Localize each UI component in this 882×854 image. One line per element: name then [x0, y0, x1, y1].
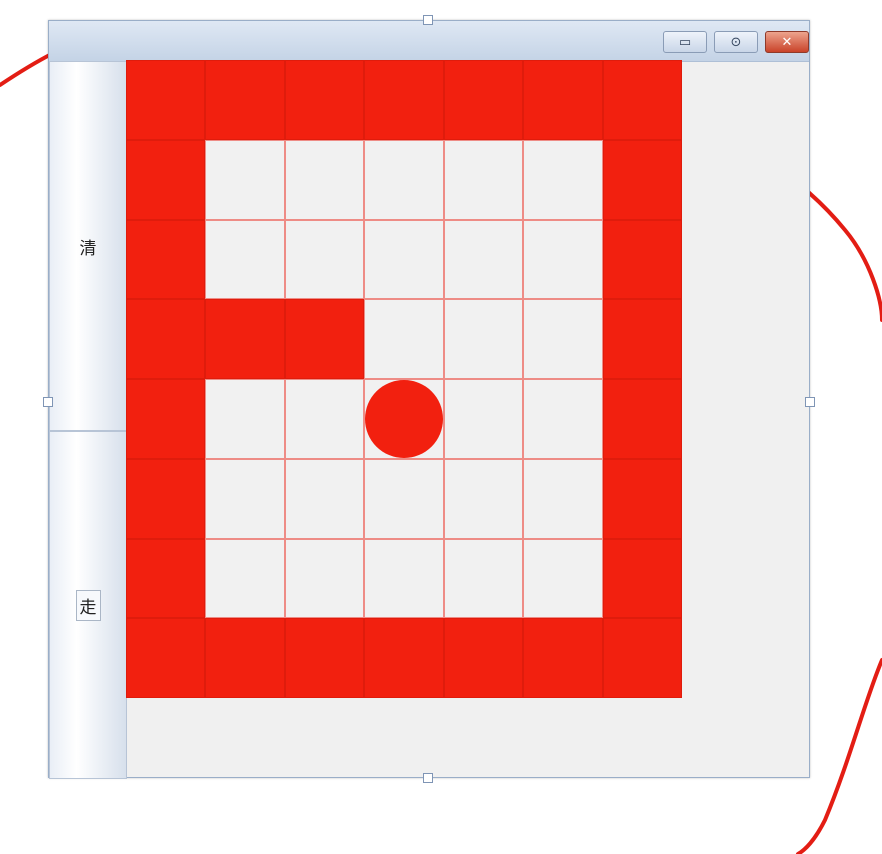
- open-cell[interactable]: [205, 139, 285, 220]
- wall-cell[interactable]: [126, 299, 206, 379]
- wall-cell[interactable]: [523, 618, 603, 698]
- open-cell[interactable]: [205, 538, 285, 619]
- wall-cell[interactable]: [126, 618, 206, 698]
- open-cell[interactable]: [443, 139, 524, 220]
- open-cell[interactable]: [205, 219, 285, 300]
- minimize-button[interactable]: ▭: [663, 31, 707, 53]
- walk-button-label: 走: [75, 589, 101, 621]
- wall-cell[interactable]: [443, 618, 524, 698]
- wall-cell[interactable]: [126, 139, 206, 220]
- open-cell[interactable]: [284, 379, 365, 459]
- resize-handle-bottom[interactable]: [423, 773, 433, 783]
- wall-cell[interactable]: [205, 618, 285, 698]
- open-cell[interactable]: [364, 458, 444, 539]
- open-cell[interactable]: [284, 139, 365, 220]
- clear-button-label: 清: [79, 238, 97, 259]
- resize-handle-right[interactable]: [805, 397, 815, 407]
- open-cell[interactable]: [443, 458, 524, 539]
- maximize-icon: ⊙: [730, 34, 742, 50]
- wall-cell[interactable]: [602, 538, 682, 619]
- open-cell[interactable]: [443, 219, 524, 300]
- open-cell[interactable]: [443, 379, 524, 459]
- ball-piece[interactable]: [365, 379, 443, 458]
- open-cell[interactable]: [364, 538, 444, 619]
- resize-handle-left[interactable]: [43, 397, 53, 407]
- wall-cell[interactable]: [205, 60, 285, 140]
- wall-cell[interactable]: [602, 379, 682, 459]
- maze-board[interactable]: [126, 60, 682, 698]
- open-cell[interactable]: [443, 299, 524, 379]
- wall-cell[interactable]: [602, 458, 682, 539]
- open-cell[interactable]: [284, 219, 365, 300]
- wall-cell[interactable]: [126, 60, 206, 140]
- wall-cell[interactable]: [602, 139, 682, 220]
- open-cell[interactable]: [443, 538, 524, 619]
- open-cell[interactable]: [284, 538, 365, 619]
- wall-cell[interactable]: [284, 618, 365, 698]
- side-panel: 清 走: [49, 61, 127, 779]
- open-cell[interactable]: [523, 219, 603, 300]
- wall-cell[interactable]: [284, 299, 365, 379]
- open-cell[interactable]: [205, 379, 285, 459]
- close-button[interactable]: ✕: [765, 31, 809, 53]
- wall-cell[interactable]: [284, 60, 365, 140]
- close-icon: ✕: [781, 34, 793, 50]
- wall-cell[interactable]: [126, 219, 206, 300]
- wall-cell[interactable]: [126, 379, 206, 459]
- walk-button[interactable]: 走: [49, 431, 127, 779]
- wall-cell[interactable]: [126, 538, 206, 619]
- wall-cell[interactable]: [602, 219, 682, 300]
- title-bar[interactable]: ▭ ⊙ ✕: [49, 21, 809, 62]
- open-cell[interactable]: [364, 139, 444, 220]
- open-cell[interactable]: [364, 299, 444, 379]
- resize-handle-top[interactable]: [423, 15, 433, 25]
- wall-cell[interactable]: [205, 299, 285, 379]
- clear-button[interactable]: 清: [49, 61, 127, 431]
- wall-cell[interactable]: [523, 60, 603, 140]
- open-cell[interactable]: [205, 458, 285, 539]
- wall-cell[interactable]: [602, 618, 682, 698]
- wall-cell[interactable]: [602, 299, 682, 379]
- maximize-button[interactable]: ⊙: [714, 31, 758, 53]
- wall-cell[interactable]: [364, 618, 444, 698]
- open-cell[interactable]: [364, 219, 444, 300]
- minimize-icon: ▭: [678, 34, 692, 50]
- open-cell[interactable]: [523, 379, 603, 459]
- wall-cell[interactable]: [364, 60, 444, 140]
- annotation-stroke-bottom-right: [796, 658, 882, 854]
- open-cell[interactable]: [523, 458, 603, 539]
- open-cell[interactable]: [523, 538, 603, 619]
- wall-cell[interactable]: [443, 60, 524, 140]
- open-cell[interactable]: [523, 299, 603, 379]
- wall-cell[interactable]: [126, 458, 206, 539]
- open-cell[interactable]: [284, 458, 365, 539]
- wall-cell[interactable]: [602, 60, 682, 140]
- open-cell[interactable]: [523, 139, 603, 220]
